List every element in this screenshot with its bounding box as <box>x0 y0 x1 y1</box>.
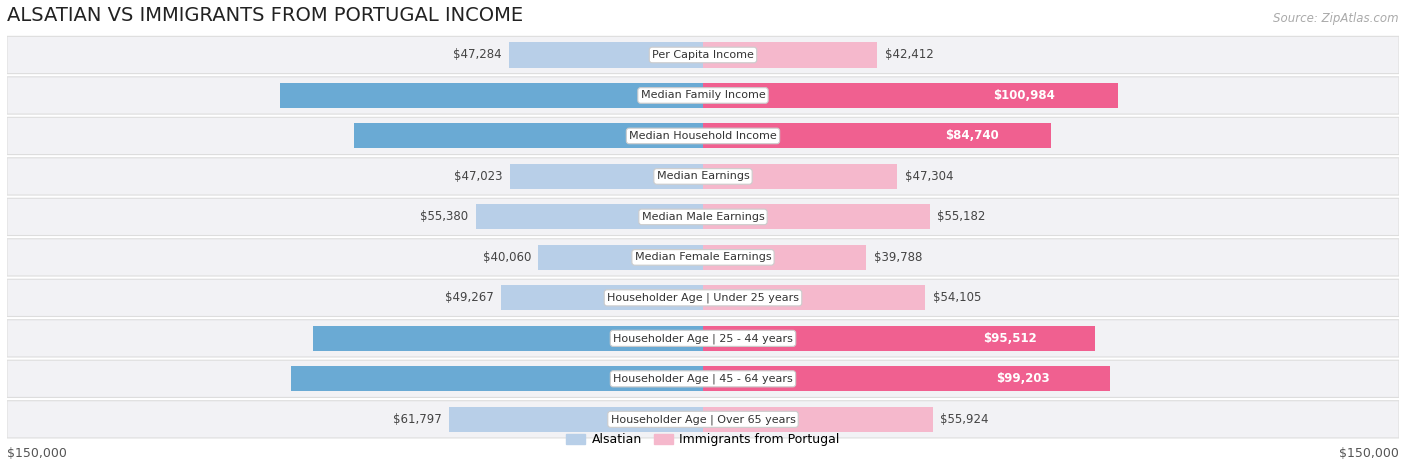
FancyBboxPatch shape <box>7 320 1399 357</box>
FancyBboxPatch shape <box>7 117 1399 155</box>
Text: Per Capita Income: Per Capita Income <box>652 50 754 60</box>
Text: Source: ZipAtlas.com: Source: ZipAtlas.com <box>1274 12 1399 25</box>
Text: $55,380: $55,380 <box>420 211 468 223</box>
Bar <box>703 164 897 189</box>
Text: $103,010: $103,010 <box>640 89 702 102</box>
Bar <box>509 42 703 68</box>
Bar <box>703 285 925 311</box>
Bar <box>703 123 1052 149</box>
Text: ALSATIAN VS IMMIGRANTS FROM PORTUGAL INCOME: ALSATIAN VS IMMIGRANTS FROM PORTUGAL INC… <box>7 6 523 25</box>
Bar <box>703 407 932 432</box>
Text: $39,788: $39,788 <box>873 251 922 264</box>
Text: Householder Age | 45 - 64 years: Householder Age | 45 - 64 years <box>613 374 793 384</box>
FancyBboxPatch shape <box>7 77 1399 114</box>
Bar <box>538 245 703 270</box>
Text: $150,000: $150,000 <box>1339 447 1399 460</box>
Text: $55,182: $55,182 <box>936 211 986 223</box>
Text: $49,267: $49,267 <box>444 291 494 304</box>
Text: $100,435: $100,435 <box>641 372 703 385</box>
FancyBboxPatch shape <box>7 239 1399 276</box>
Bar <box>475 205 703 229</box>
Text: $42,412: $42,412 <box>884 49 934 62</box>
Bar <box>703 83 1118 108</box>
Bar <box>703 326 1095 351</box>
Bar <box>312 326 703 351</box>
Bar <box>354 123 703 149</box>
Text: Median Female Earnings: Median Female Earnings <box>634 252 772 262</box>
Text: $61,797: $61,797 <box>394 413 441 426</box>
Bar <box>703 205 929 229</box>
FancyBboxPatch shape <box>7 401 1399 438</box>
Bar <box>703 366 1111 391</box>
FancyBboxPatch shape <box>7 198 1399 235</box>
Text: Householder Age | Under 25 years: Householder Age | Under 25 years <box>607 293 799 303</box>
Text: Median Household Income: Median Household Income <box>628 131 778 141</box>
Text: $95,059: $95,059 <box>644 332 699 345</box>
FancyBboxPatch shape <box>7 158 1399 195</box>
Bar <box>703 245 866 270</box>
Text: $150,000: $150,000 <box>7 447 67 460</box>
Bar <box>280 83 703 108</box>
Text: $84,740: $84,740 <box>945 129 998 142</box>
Text: Householder Age | Over 65 years: Householder Age | Over 65 years <box>610 414 796 425</box>
FancyBboxPatch shape <box>7 360 1399 397</box>
Text: Median Earnings: Median Earnings <box>657 171 749 181</box>
Bar <box>510 164 703 189</box>
Text: Median Male Earnings: Median Male Earnings <box>641 212 765 222</box>
Text: $47,023: $47,023 <box>454 170 502 183</box>
Text: $99,203: $99,203 <box>995 372 1049 385</box>
Text: Median Family Income: Median Family Income <box>641 91 765 100</box>
Text: $95,512: $95,512 <box>983 332 1036 345</box>
Text: $85,053: $85,053 <box>651 129 704 142</box>
Text: $100,984: $100,984 <box>994 89 1056 102</box>
Text: $47,284: $47,284 <box>453 49 502 62</box>
Text: $47,304: $47,304 <box>904 170 953 183</box>
Bar <box>703 42 877 68</box>
Text: $55,924: $55,924 <box>941 413 988 426</box>
FancyBboxPatch shape <box>7 279 1399 317</box>
Bar <box>501 285 703 311</box>
Bar <box>291 366 703 391</box>
Bar <box>450 407 703 432</box>
FancyBboxPatch shape <box>7 36 1399 74</box>
Legend: Alsatian, Immigrants from Portugal: Alsatian, Immigrants from Portugal <box>567 433 839 446</box>
Text: $40,060: $40,060 <box>482 251 531 264</box>
Text: Householder Age | 25 - 44 years: Householder Age | 25 - 44 years <box>613 333 793 344</box>
Text: $54,105: $54,105 <box>932 291 981 304</box>
